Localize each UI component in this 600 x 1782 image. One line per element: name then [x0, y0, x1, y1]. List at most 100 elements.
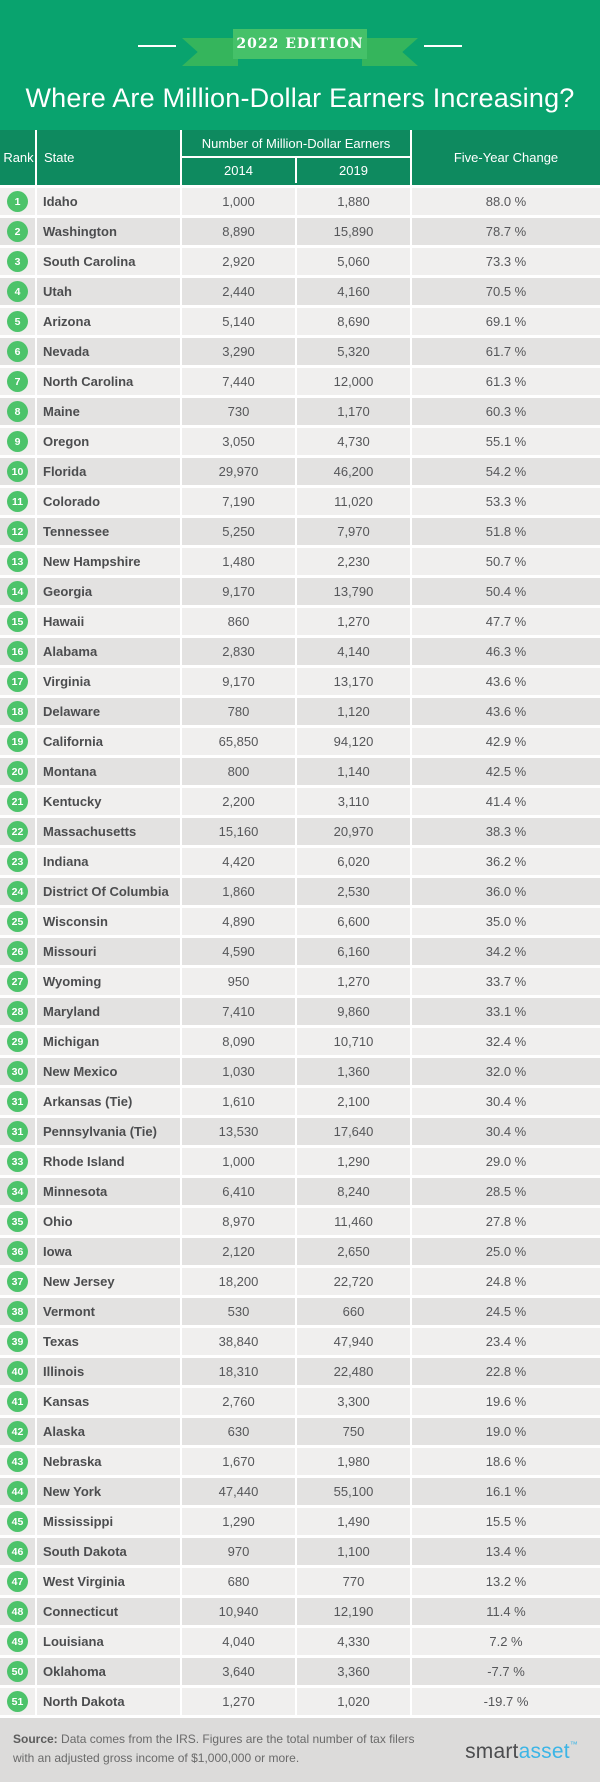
change-value: 53.3 %	[412, 488, 600, 515]
value-2014: 2,920	[182, 248, 297, 275]
logo-smart-text: smart	[465, 1740, 519, 1763]
edition-ribbon: 2022 EDITION	[233, 29, 367, 59]
change-value: -7.7 %	[412, 1658, 600, 1685]
table-row: 29 Michigan 8,090 10,710 32.4 %	[0, 1028, 600, 1055]
smartasset-logo: smartasset™	[465, 1740, 578, 1764]
value-2014: 2,120	[182, 1238, 297, 1265]
rank-cell: 43	[0, 1448, 37, 1475]
rank-cell: 16	[0, 638, 37, 665]
state-name: New Jersey	[37, 1268, 182, 1295]
change-value: 19.0 %	[412, 1418, 600, 1445]
rank-badge: 4	[7, 281, 28, 302]
rank-cell: 17	[0, 668, 37, 695]
state-name: Florida	[37, 458, 182, 485]
change-value: 28.5 %	[412, 1178, 600, 1205]
change-value: 69.1 %	[412, 308, 600, 335]
rank-badge: 36	[7, 1241, 28, 1262]
change-value: 47.7 %	[412, 608, 600, 635]
value-2014: 3,640	[182, 1658, 297, 1685]
rank-cell: 24	[0, 878, 37, 905]
state-name: Maryland	[37, 998, 182, 1025]
state-name: Ohio	[37, 1208, 182, 1235]
change-value: 51.8 %	[412, 518, 600, 545]
change-value: 41.4 %	[412, 788, 600, 815]
table-row: 27 Wyoming 950 1,270 33.7 %	[0, 968, 600, 995]
rank-badge: 30	[7, 1061, 28, 1082]
table-row: 41 Kansas 2,760 3,300 19.6 %	[0, 1388, 600, 1415]
table-row: 1 Idaho 1,000 1,880 88.0 %	[0, 188, 600, 215]
rank-cell: 1	[0, 188, 37, 215]
state-name: Kansas	[37, 1388, 182, 1415]
state-name: Hawaii	[37, 608, 182, 635]
rank-cell: 4	[0, 278, 37, 305]
value-2019: 1,140	[297, 758, 412, 785]
rank-cell: 12	[0, 518, 37, 545]
state-name: New Hampshire	[37, 548, 182, 575]
change-value: 32.4 %	[412, 1028, 600, 1055]
value-2019: 22,480	[297, 1358, 412, 1385]
table-row: 48 Connecticut 10,940 12,190 11.4 %	[0, 1598, 600, 1625]
change-value: 78.7 %	[412, 218, 600, 245]
table-row: 25 Wisconsin 4,890 6,600 35.0 %	[0, 908, 600, 935]
rank-cell: 20	[0, 758, 37, 785]
change-value: 88.0 %	[412, 188, 600, 215]
value-2019: 750	[297, 1418, 412, 1445]
value-2014: 4,420	[182, 848, 297, 875]
value-2014: 7,190	[182, 488, 297, 515]
rank-cell: 23	[0, 848, 37, 875]
state-name: South Dakota	[37, 1538, 182, 1565]
rank-badge: 49	[7, 1631, 28, 1652]
change-value: -19.7 %	[412, 1688, 600, 1715]
value-2019: 20,970	[297, 818, 412, 845]
rank-cell: 39	[0, 1328, 37, 1355]
page-title: Where Are Million-Dollar Earners Increas…	[25, 83, 575, 113]
value-2014: 9,170	[182, 668, 297, 695]
ribbon-fold-left-icon	[182, 38, 238, 66]
change-value: 38.3 %	[412, 818, 600, 845]
rank-badge: 42	[7, 1421, 28, 1442]
value-2014: 2,200	[182, 788, 297, 815]
rank-cell: 30	[0, 1058, 37, 1085]
state-name: Massachusetts	[37, 818, 182, 845]
table-row: 51 North Dakota 1,270 1,020 -19.7 %	[0, 1688, 600, 1715]
state-name: Montana	[37, 758, 182, 785]
source-note: Source: Data comes from the IRS. Figures…	[13, 1730, 415, 1767]
value-2014: 2,440	[182, 278, 297, 305]
value-2014: 3,050	[182, 428, 297, 455]
state-name: Louisiana	[37, 1628, 182, 1655]
table-row: 24 District Of Columbia 1,860 2,530 36.0…	[0, 878, 600, 905]
value-2014: 4,890	[182, 908, 297, 935]
table-row: 17 Virginia 9,170 13,170 43.6 %	[0, 668, 600, 695]
change-value: 43.6 %	[412, 668, 600, 695]
table-row: 19 California 65,850 94,120 42.9 %	[0, 728, 600, 755]
value-2014: 950	[182, 968, 297, 995]
value-2014: 13,530	[182, 1118, 297, 1145]
change-value: 61.7 %	[412, 338, 600, 365]
rank-cell: 26	[0, 938, 37, 965]
rank-badge: 7	[7, 371, 28, 392]
value-2019: 6,160	[297, 938, 412, 965]
change-value: 60.3 %	[412, 398, 600, 425]
value-2019: 4,330	[297, 1628, 412, 1655]
change-value: 54.2 %	[412, 458, 600, 485]
table-row: 5 Arizona 5,140 8,690 69.1 %	[0, 308, 600, 335]
rank-badge: 21	[7, 791, 28, 812]
value-2014: 7,410	[182, 998, 297, 1025]
rank-badge: 20	[7, 761, 28, 782]
value-2019: 5,320	[297, 338, 412, 365]
table-row: 6 Nevada 3,290 5,320 61.7 %	[0, 338, 600, 365]
table-row: 11 Colorado 7,190 11,020 53.3 %	[0, 488, 600, 515]
rank-cell: 33	[0, 1148, 37, 1175]
table-row: 28 Maryland 7,410 9,860 33.1 %	[0, 998, 600, 1025]
state-name: Utah	[37, 278, 182, 305]
rank-badge: 43	[7, 1451, 28, 1472]
state-name: District Of Columbia	[37, 878, 182, 905]
rank-badge: 26	[7, 941, 28, 962]
value-2014: 800	[182, 758, 297, 785]
state-name: Kentucky	[37, 788, 182, 815]
value-2014: 8,970	[182, 1208, 297, 1235]
column-header-change: Five-Year Change	[412, 130, 600, 185]
state-name: Missouri	[37, 938, 182, 965]
rank-badge: 33	[7, 1151, 28, 1172]
